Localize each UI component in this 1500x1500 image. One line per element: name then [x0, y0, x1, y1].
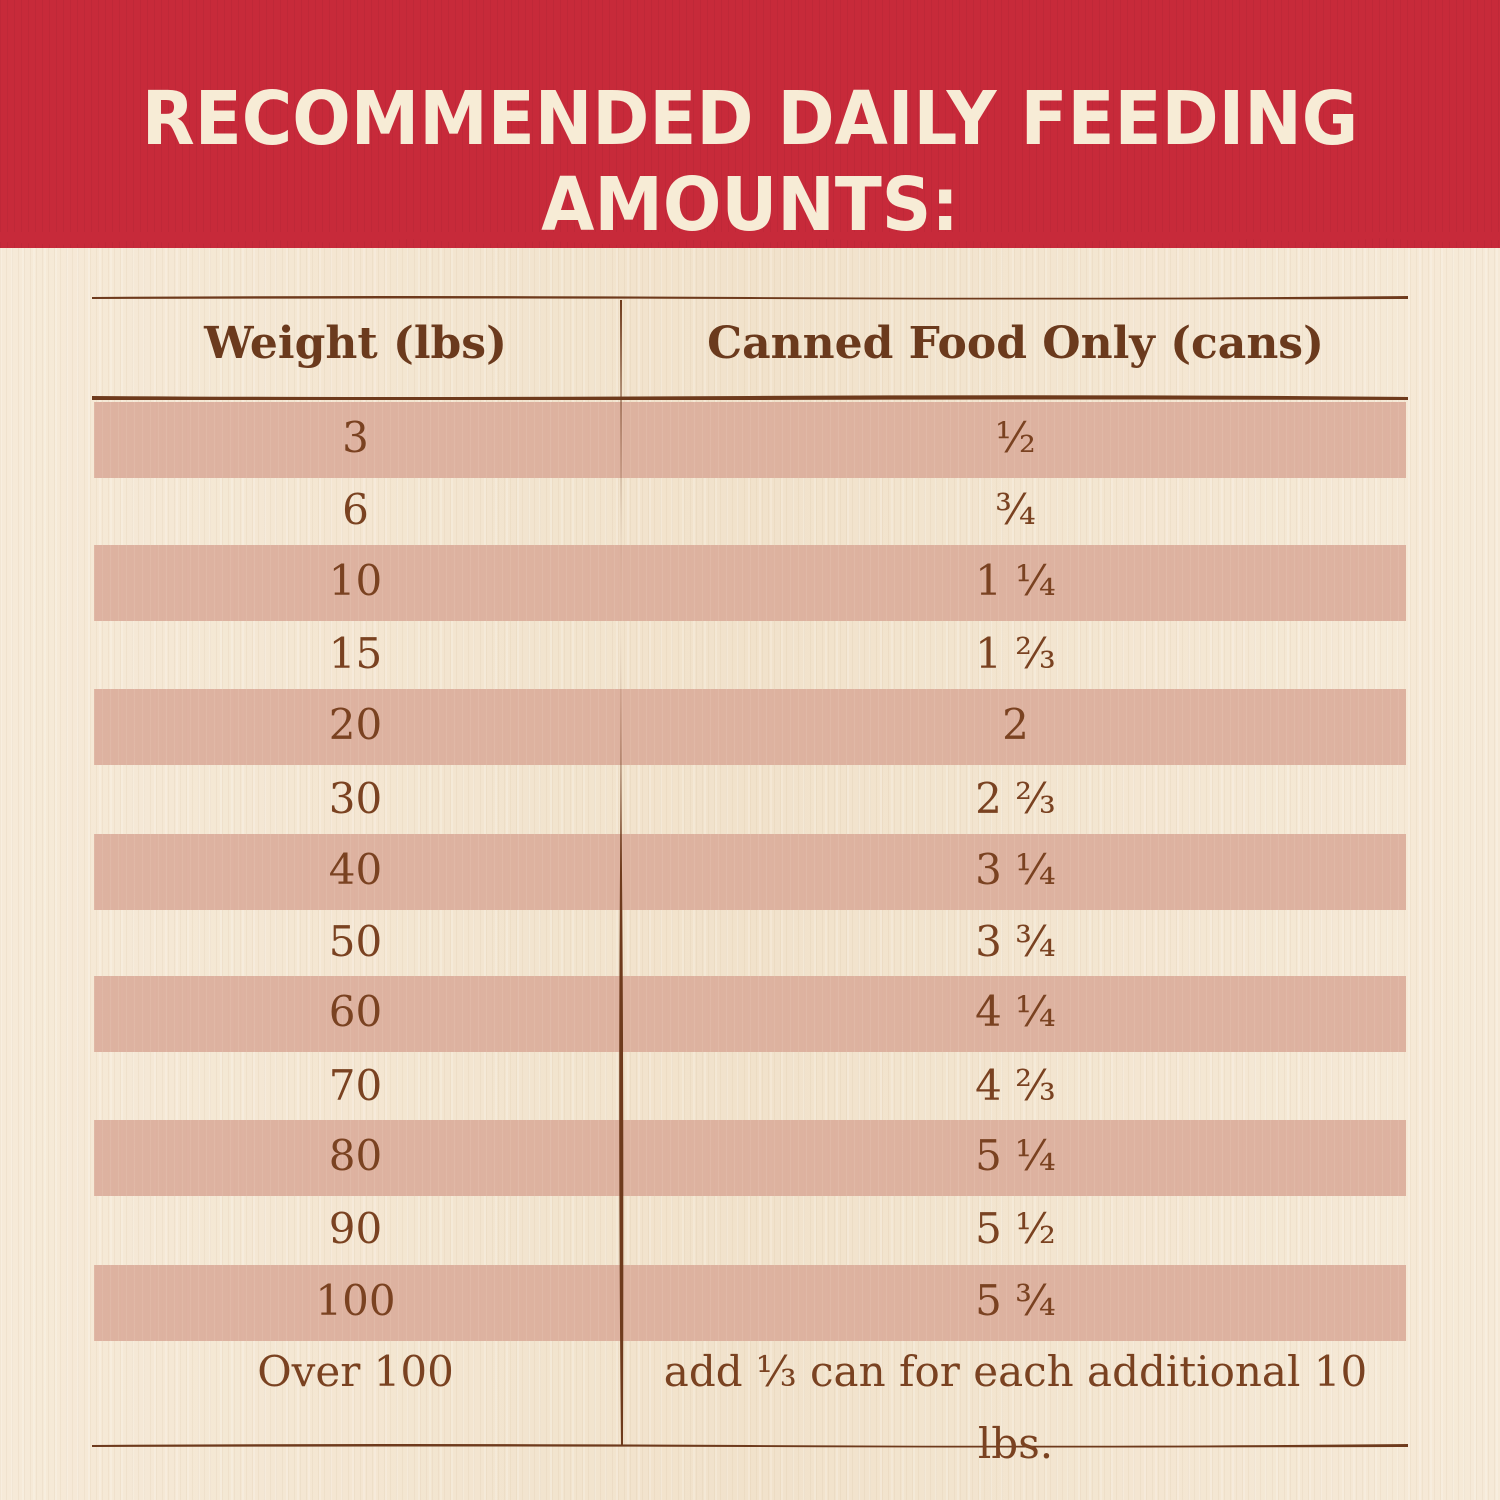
cell-weight: 70 [328, 1061, 383, 1110]
cell-cans: 1 ¼ [975, 556, 1056, 605]
row-stripe [94, 1120, 1406, 1196]
cell-weight: 80 [328, 1131, 383, 1180]
row-stripe [94, 545, 1406, 621]
cell-weight: Over 100 [257, 1347, 454, 1396]
cell-weight: 20 [328, 700, 383, 749]
cell-weight: 3 [342, 413, 369, 462]
cell-weight: 40 [328, 845, 383, 894]
cell-cans: 4 ¼ [975, 987, 1056, 1036]
row-stripe [94, 976, 1406, 1052]
row-stripe [94, 1265, 1406, 1341]
table-bottom-rule [92, 1444, 1408, 1448]
cell-weight: 50 [328, 917, 383, 966]
cell-cans: 5 ¼ [975, 1131, 1056, 1180]
cell-cans: 1 ⅔ [975, 629, 1056, 678]
cell-cans: ½ [995, 413, 1036, 462]
row-stripe [94, 834, 1406, 910]
cell-cans: 3 ¾ [975, 917, 1056, 966]
cell-weight: 6 [342, 485, 369, 534]
cell-weight: 60 [328, 987, 383, 1036]
cell-weight: 90 [328, 1204, 383, 1253]
cell-cans: 5 ½ [975, 1204, 1056, 1253]
column-divider [619, 300, 624, 1445]
cell-weight: 30 [328, 774, 383, 823]
cell-cans: 4 ⅔ [975, 1061, 1056, 1110]
table-top-rule [92, 296, 1408, 300]
cell-cans: ¾ [995, 485, 1036, 534]
page-title: RECOMMENDED DAILY FEEDING AMOUNTS: [141, 76, 1359, 248]
row-stripe [94, 402, 1406, 478]
header-weight: Weight (lbs) [204, 318, 507, 369]
cell-weight: 15 [328, 629, 383, 678]
header-bottom-rule [92, 395, 1408, 400]
cell-weight: 10 [328, 556, 383, 605]
cell-weight: 100 [315, 1276, 396, 1325]
cell-cans: 3 ¼ [975, 845, 1056, 894]
banner-torn-edge [0, 232, 1500, 245]
cell-cans: add ⅓ can for each additional 10 lbs. [663, 1347, 1368, 1468]
row-stripe [94, 689, 1406, 765]
cell-cans: 5 ¾ [975, 1276, 1056, 1325]
title-banner [0, 0, 1500, 248]
header-cans: Canned Food Only (cans) [707, 318, 1324, 369]
cell-cans: 2 ⅔ [975, 774, 1056, 823]
cell-cans: 2 [1002, 700, 1029, 749]
